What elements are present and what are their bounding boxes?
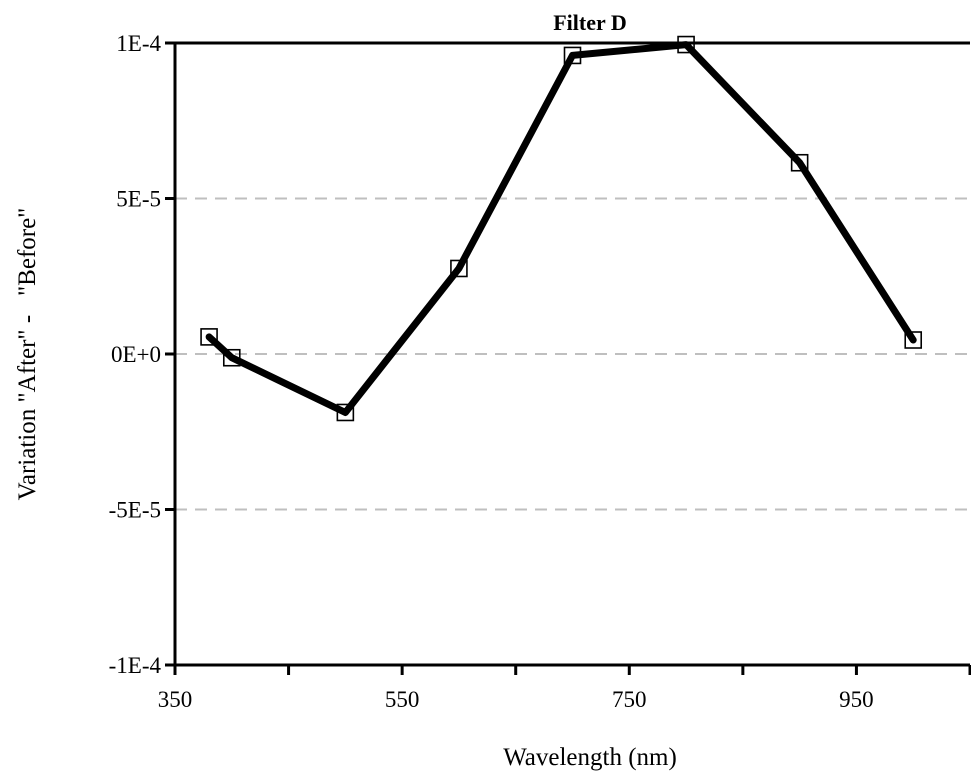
- x-axis-label: Wavelength (nm): [503, 744, 677, 771]
- y-tick-label-0: 1E-4: [116, 31, 161, 56]
- data-point-0-4: [563, 46, 582, 65]
- data-point-0-2: [336, 403, 355, 422]
- series-layer: [200, 35, 923, 422]
- x-axis-ticks: 350 550 750 950: [158, 665, 971, 712]
- data-point-0-7: [904, 331, 923, 349]
- series-line-0: [205, 41, 917, 416]
- data-point-0-6: [790, 153, 809, 172]
- chart-title: Filter D: [553, 10, 627, 35]
- x-tick-label-3: 950: [839, 687, 874, 712]
- x-tick-label-2: 750: [612, 687, 647, 712]
- axes: [173, 41, 970, 667]
- data-point-0-3: [450, 259, 468, 278]
- data-point-0-5: [677, 35, 695, 54]
- y-axis-ticks: 1E-4 5E-5 0E+0 -5E-5 -1E-4: [109, 31, 175, 678]
- y-tick-label-4: -1E-4: [109, 653, 162, 678]
- grid-lines: [175, 197, 970, 511]
- data-point-0-0: [200, 328, 218, 346]
- y-axis-label: Variation "After" - "Before": [14, 208, 41, 501]
- x-tick-label-1: 550: [385, 687, 420, 712]
- x-tick-label-0: 350: [158, 687, 193, 712]
- data-point-0-1: [222, 348, 241, 367]
- y-tick-label-1: 5E-5: [116, 187, 161, 212]
- y-tick-label-2: 0E+0: [111, 342, 161, 367]
- y-tick-label-3: -5E-5: [109, 498, 161, 523]
